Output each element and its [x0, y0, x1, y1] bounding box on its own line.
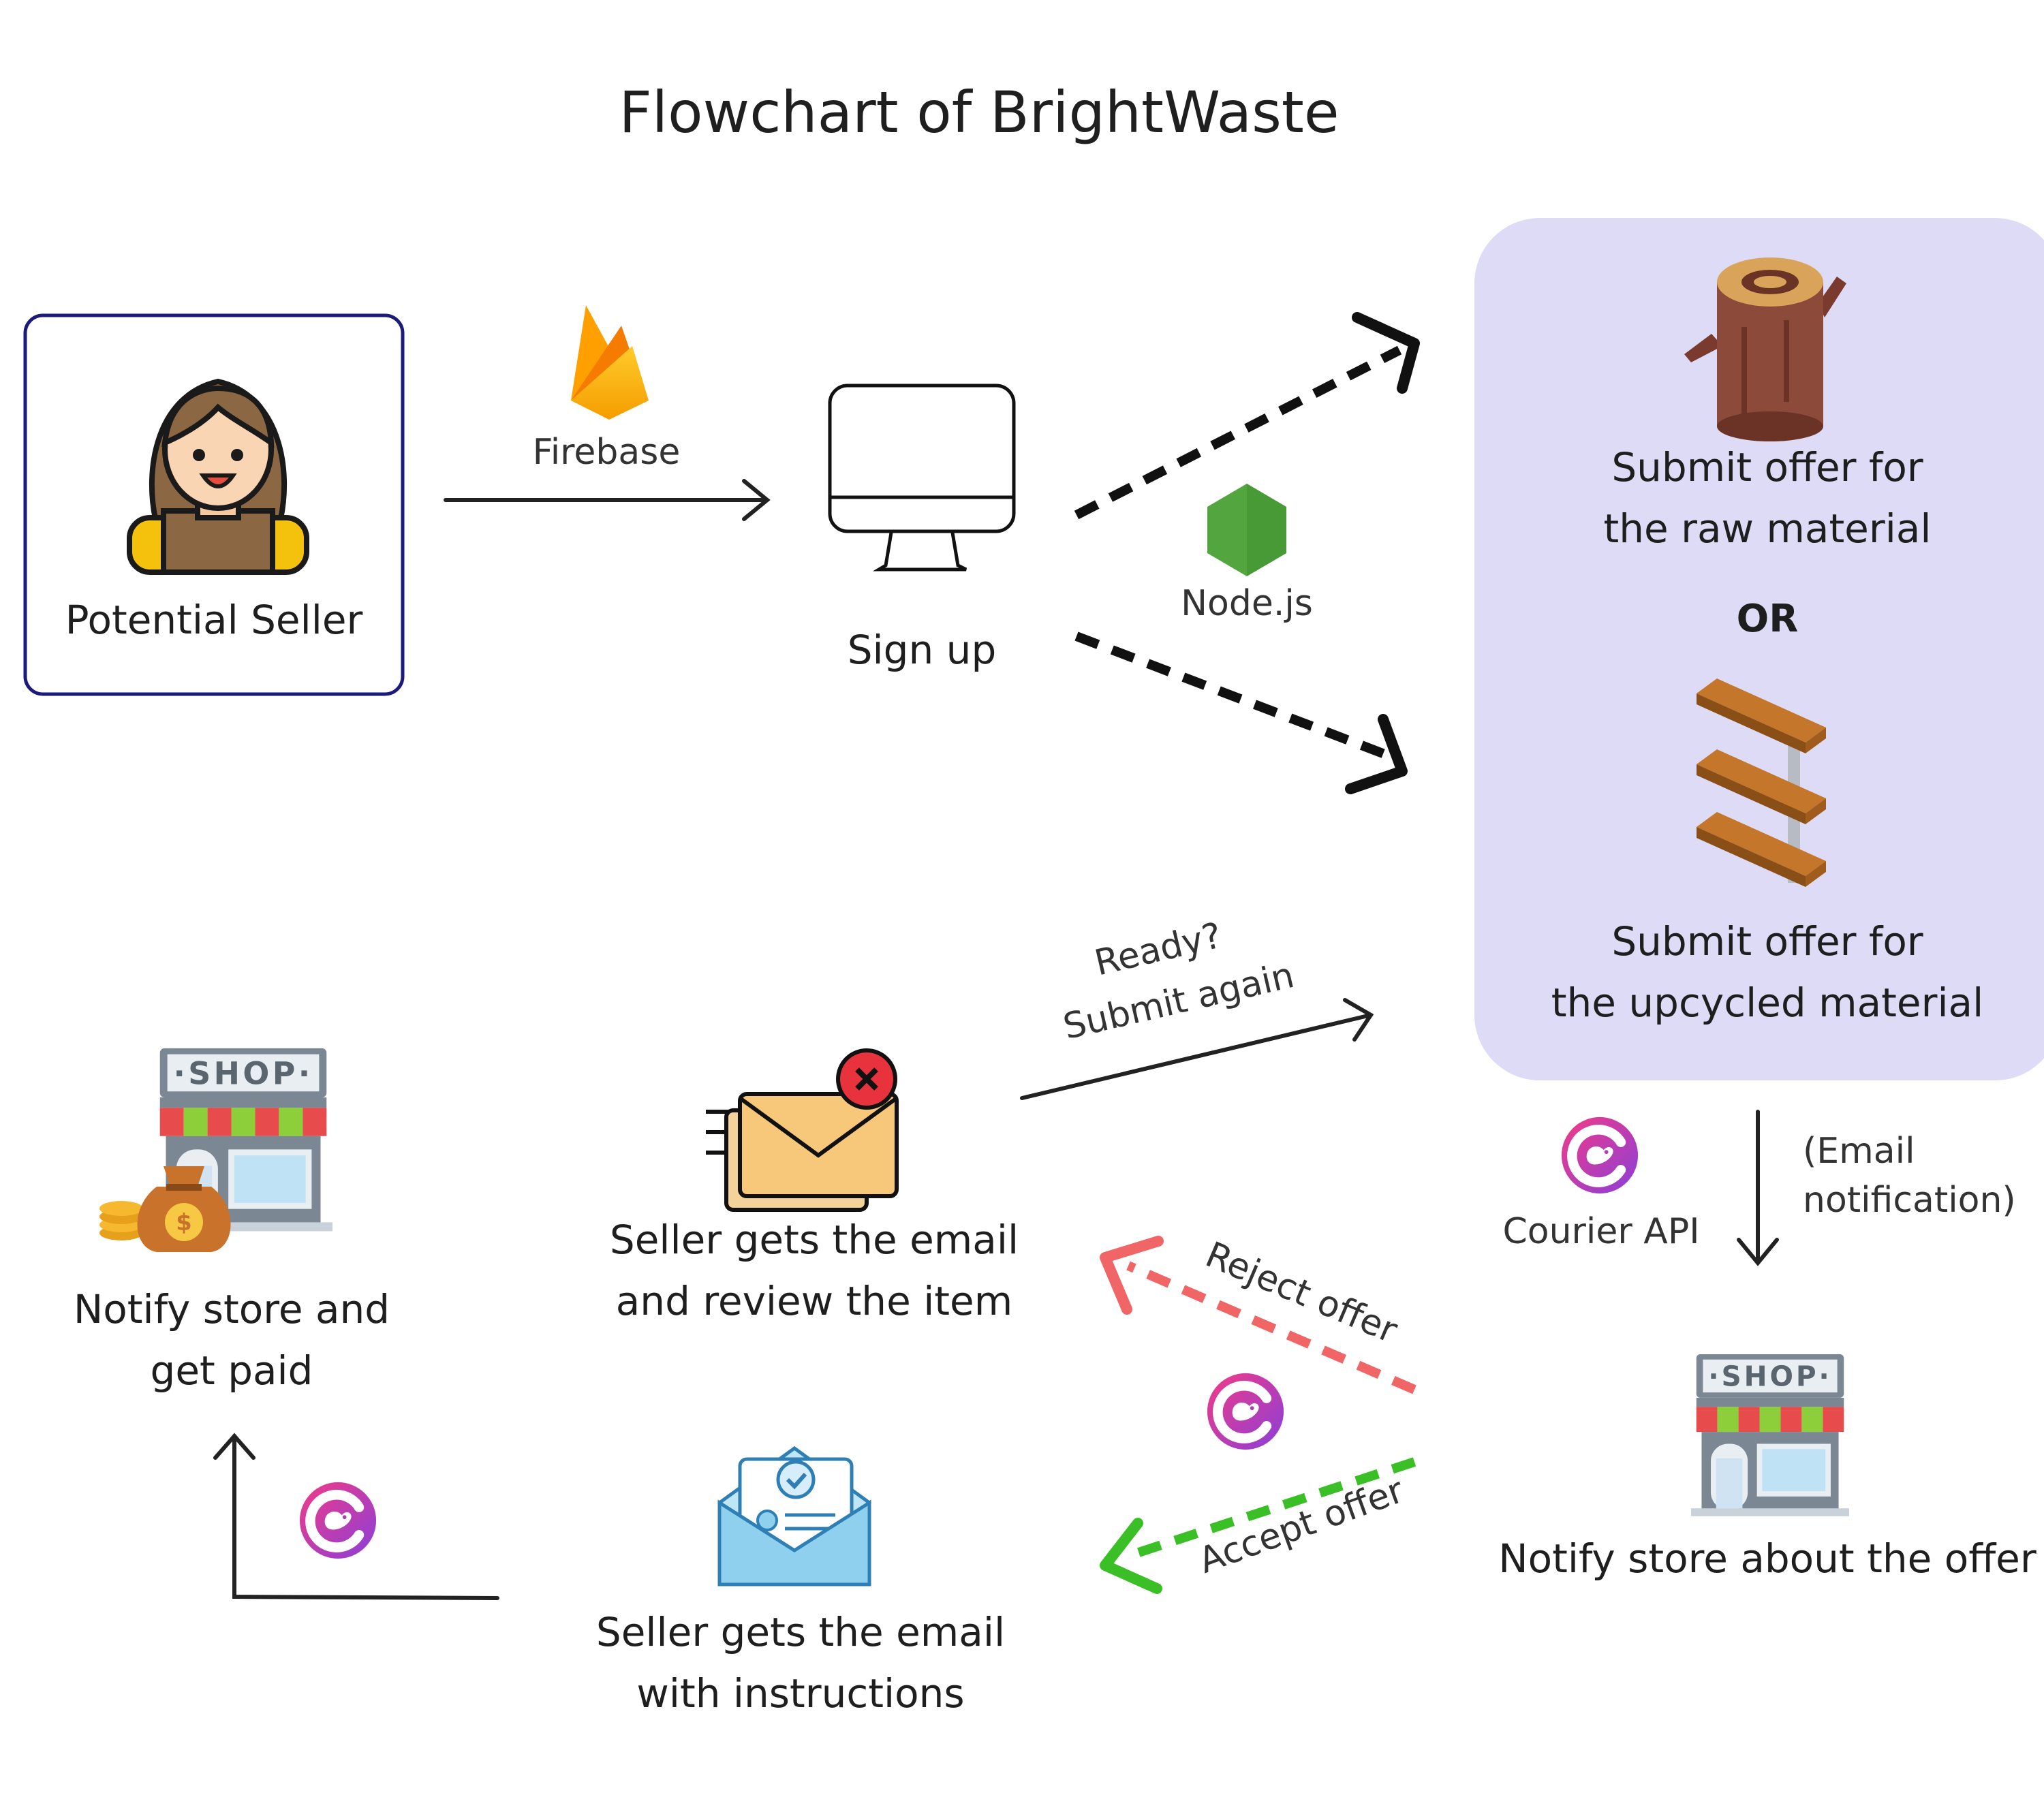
mail-check-icon [717, 1446, 871, 1587]
accept-arrow [1100, 1457, 1416, 1594]
store-offer-label: Notify store about the offer [1498, 1535, 2037, 1582]
monitor-icon [828, 384, 1016, 572]
store-paid-line1: Notify store and [73, 1286, 390, 1332]
courier-arrow [1737, 1110, 1779, 1266]
firebase-label: Firebase [532, 432, 681, 473]
firebase-icon [571, 305, 649, 420]
raw-offer-line1: Submit offer for [1611, 444, 1923, 490]
svg-text:$: $ [176, 1209, 192, 1236]
upcycled-offer-line2: the upcycled material [1551, 980, 1984, 1026]
or-label: OR [1736, 597, 1799, 641]
email-notification-line1: (Email [1803, 1131, 1915, 1172]
paid-arrow [213, 1433, 499, 1600]
store-paid-line2: get paid [150, 1347, 313, 1394]
offer-panel [1474, 218, 2044, 1080]
email-review-line2: and review the item [615, 1278, 1013, 1324]
email-notification-line2: notification) [1803, 1180, 2016, 1221]
resubmit-arrow [1020, 998, 1374, 1100]
email-instructions-line1: Seller gets the email [595, 1609, 1006, 1655]
upcycled-offer-line1: Submit offer for [1611, 918, 1923, 965]
log-icon [1684, 257, 1846, 441]
email-review-line1: Seller gets the email [609, 1217, 1019, 1263]
seller-label: Potential Seller [65, 597, 363, 643]
courier-icon [1562, 1117, 1638, 1193]
firebase-arrow [444, 479, 771, 521]
courier-label: Courier API [1502, 1211, 1700, 1252]
shop-icon [1691, 1354, 1849, 1516]
reject-arrow [1100, 1236, 1416, 1394]
raw-offer-line2: the raw material [1603, 505, 1932, 552]
money-bag-icon: $ [99, 1166, 231, 1252]
courier-icon [300, 1482, 376, 1559]
nodejs-arrows [1074, 312, 1420, 794]
nodejs-icon [1207, 484, 1286, 576]
mail-reject-icon [706, 1048, 899, 1212]
email-instructions-line2: with instructions [636, 1670, 965, 1717]
signup-label: Sign up [847, 627, 997, 673]
nodejs-label: Node.js [1181, 583, 1313, 624]
diagram-title: Flowchart of BrightWaste [619, 79, 1340, 146]
woman-seller-icon [127, 378, 309, 575]
shelf-icon [1697, 678, 1826, 887]
courier-icon [1207, 1373, 1284, 1450]
